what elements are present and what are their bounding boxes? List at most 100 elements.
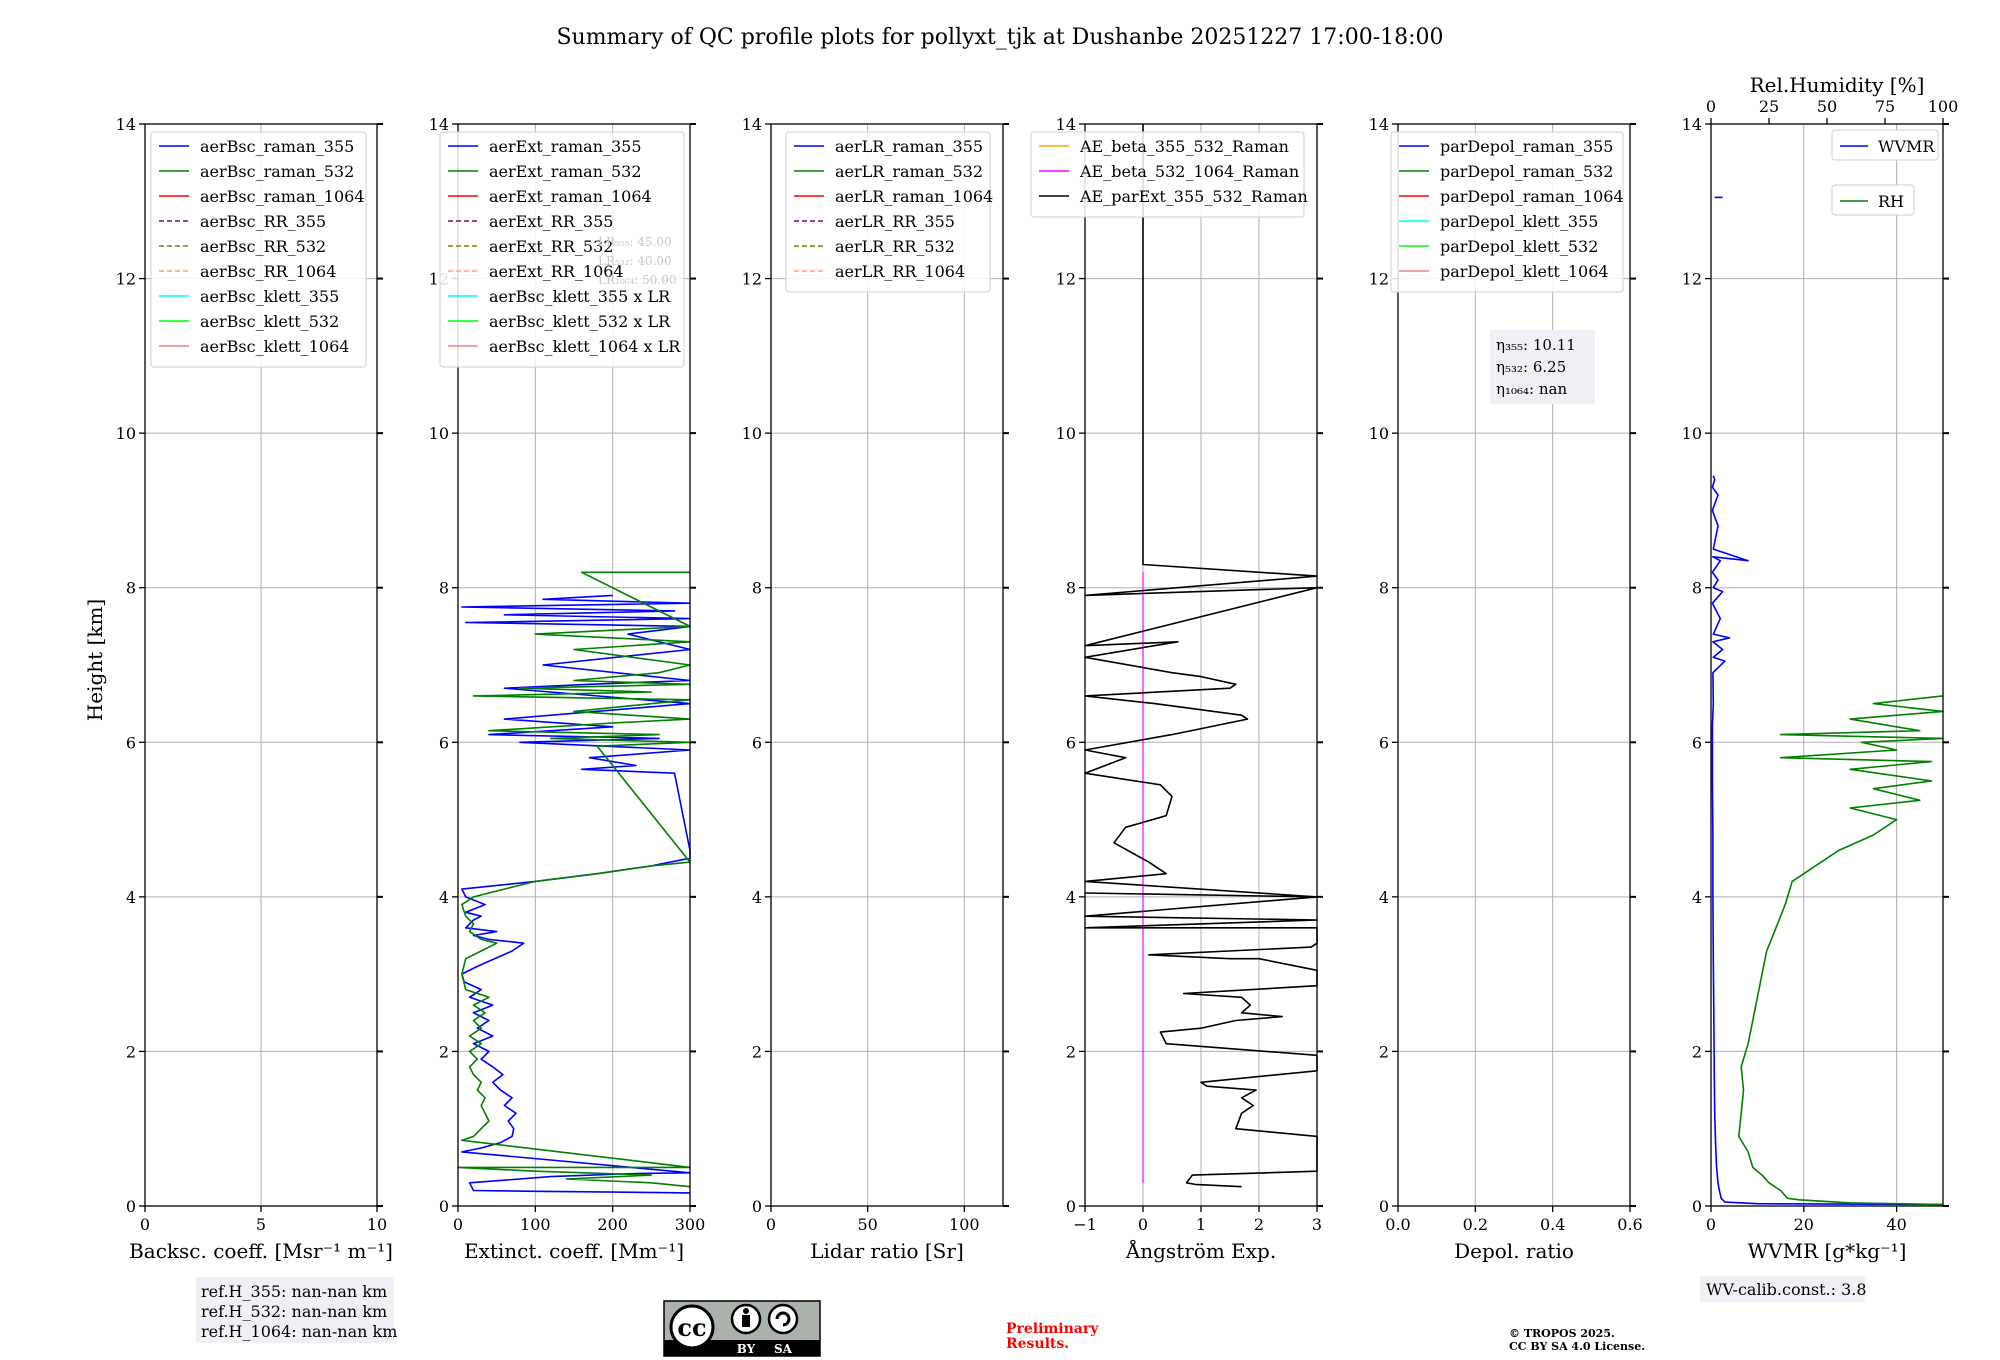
y-tick-label: 2 (1066, 1042, 1076, 1061)
copyright-line-1: © TROPOS 2025. (1509, 1327, 1615, 1340)
wv-calib-box: WV-calib.const.: 3.8 (1700, 1276, 1867, 1302)
legend-label-rh: RH (1878, 192, 1904, 211)
legend-label: aerExt_raman_355 (489, 137, 642, 156)
series-line-aerExt_raman_355 (461, 594, 691, 1194)
legend-label: aerLR_raman_532 (835, 162, 983, 181)
eta-1064: η₁₀₆₄: nan (1496, 380, 1567, 398)
legend-label: parDepol_raman_532 (1440, 162, 1613, 181)
eta-355: η₃₅₅: 10.11 (1496, 336, 1576, 354)
legend-label: aerBsc_RR_532 (200, 237, 326, 256)
copyright-line-2: CC BY SA 4.0 License. (1509, 1340, 1645, 1353)
legend-label: parDepol_raman_1064 (1440, 187, 1624, 206)
y-tick-label: 0 (439, 1197, 449, 1216)
x-tick-label: 100 (949, 1215, 980, 1234)
x-axis-label: Backsc. coeff. [Msr⁻¹ m⁻¹] (129, 1239, 393, 1263)
x-tick-label: 50 (857, 1215, 877, 1234)
x-axis-label: Lidar ratio [Sr] (810, 1239, 964, 1263)
legend-label: parDepol_klett_355 (1440, 212, 1598, 231)
legend-label: aerBsc_raman_1064 (200, 187, 365, 206)
y-tick-label: 6 (752, 733, 762, 752)
x-axis-label: Ångström Exp. (1125, 1238, 1276, 1263)
x-axis-label: Extinct. coeff. [Mm⁻¹] (464, 1239, 684, 1263)
y-tick-label: 10 (1682, 424, 1702, 443)
y-tick-label: 8 (439, 579, 449, 598)
x-tick-label: 10 (367, 1215, 387, 1234)
x-tick-label: 100 (520, 1215, 551, 1234)
x-tick-label: 0 (1706, 1215, 1716, 1234)
y-tick-label: 0 (126, 1197, 136, 1216)
y-tick-label: 8 (752, 579, 762, 598)
y-tick-label: 4 (126, 888, 136, 907)
x-tick-label: 0 (140, 1215, 150, 1234)
x-tick-label: 0.4 (1540, 1215, 1565, 1234)
legend: parDepol_raman_355 parDepol_raman_532 parD… (1390, 131, 1624, 293)
y-tick-label: 4 (752, 888, 762, 907)
legend-label: aerBsc_klett_1064 x LR (489, 337, 681, 356)
y-tick-label: 0 (752, 1197, 762, 1216)
y-tick-label: 10 (1056, 424, 1076, 443)
y-tick-label: 2 (439, 1042, 449, 1061)
x-tick-label: 20 (1794, 1215, 1814, 1234)
legend: WVMR RH (1831, 129, 1939, 216)
panel-lidar_ratio: 0 50 100 0 2 4 6 8 10 12 14 Lidar ratio [Sr] aerLR_r… (742, 115, 1009, 1263)
y-tick-label: 14 (1056, 115, 1076, 134)
legend-label: aerExt_raman_532 (489, 162, 642, 181)
wv-calib-text: WV-calib.const.: 3.8 (1706, 1280, 1867, 1299)
by-person-head (743, 1308, 749, 1314)
y-tick-label: 12 (116, 270, 136, 289)
legend-label: aerExt_RR_355 (489, 212, 613, 231)
by-label: BY (737, 1342, 756, 1356)
y-tick-label: 6 (1379, 733, 1389, 752)
series-line-WVMR (1711, 475, 1944, 1206)
panel-backscatter: 0 5 10 0 2 4 6 8 10 12 14 Backsc. coeff. [Msr⁻¹ m⁻¹… (116, 115, 393, 1263)
legend: AE_beta_355_532_Raman AE_beta_532_1064_Ra… (1030, 131, 1308, 218)
legend-label: aerBsc_raman_355 (200, 137, 354, 156)
legend-label: aerLR_RR_355 (835, 212, 955, 231)
legend-label: aerBsc_RR_1064 (200, 262, 336, 281)
eta-info-box: η₃₅₅: 10.11 η₅₃₂: 6.25 η₁₀₆₄: nan (1490, 330, 1595, 404)
legend-label: parDepol_raman_355 (1440, 137, 1613, 156)
x-tick-label: 0 (766, 1215, 776, 1234)
y-tick-label: 10 (742, 424, 762, 443)
cc-license-badge: cc BY SA (663, 1300, 821, 1357)
y-tick-label: 14 (1369, 115, 1389, 134)
preliminary-line-1: Preliminary (1006, 1321, 1099, 1337)
sa-share-icon (767, 1303, 799, 1335)
x-tick-label: 0 (1138, 1215, 1148, 1234)
ref-h-1064: ref.H_1064: nan-nan km (201, 1322, 397, 1341)
figure-title: Summary of QC profile plots for pollyxt_… (556, 25, 1443, 50)
x-axis-label: Depol. ratio (1454, 1239, 1574, 1263)
legend: aerExt_raman_355 aerExt_raman_532 aerExt_r… (439, 131, 685, 368)
y-tick-label: 0 (1066, 1197, 1076, 1216)
x-tick-label: −1 (1073, 1215, 1097, 1234)
legend-box (439, 131, 685, 368)
x-tick-label: 0.6 (1617, 1215, 1642, 1234)
series-line-AE_parExt_355_532_Raman (1084, 124, 1318, 1188)
legend-box-rh (1831, 184, 1915, 216)
top-tick-label: 0 (1706, 97, 1716, 116)
y-tick-label: 14 (116, 115, 136, 134)
y-tick-label: 14 (742, 115, 762, 134)
legend-label: aerLR_RR_1064 (835, 262, 965, 281)
legend-label: AE_beta_355_532_Raman (1079, 137, 1289, 156)
legend-label: parDepol_klett_532 (1440, 237, 1598, 256)
preliminary-note: Preliminary Results. (1006, 1321, 1099, 1352)
x-tick-label: 1 (1196, 1215, 1206, 1234)
lr-355: LR₃₅₅: 45.00 (598, 235, 672, 249)
y-tick-label: 10 (116, 424, 136, 443)
legend-label: aerBsc_klett_532 x LR (489, 312, 671, 331)
plot-frame (457, 123, 691, 1207)
y-tick-label: 8 (126, 579, 136, 598)
legend: aerBsc_raman_355 aerBsc_raman_532 aerBsc_r… (150, 131, 367, 368)
top-tick-label: 75 (1875, 97, 1895, 116)
x-axis-label: WVMR [g*kg⁻¹] (1748, 1239, 1907, 1263)
legend-label: aerExt_raman_1064 (489, 187, 652, 206)
y-tick-label: 2 (1379, 1042, 1389, 1061)
plot-frame (770, 123, 1004, 1207)
series-line-RH (1738, 695, 1944, 1206)
top-tick-label: 50 (1817, 97, 1837, 116)
x-tick-label: 0.2 (1463, 1215, 1488, 1234)
legend-box (1390, 131, 1624, 293)
legend-label: parDepol_klett_1064 (1440, 262, 1609, 281)
